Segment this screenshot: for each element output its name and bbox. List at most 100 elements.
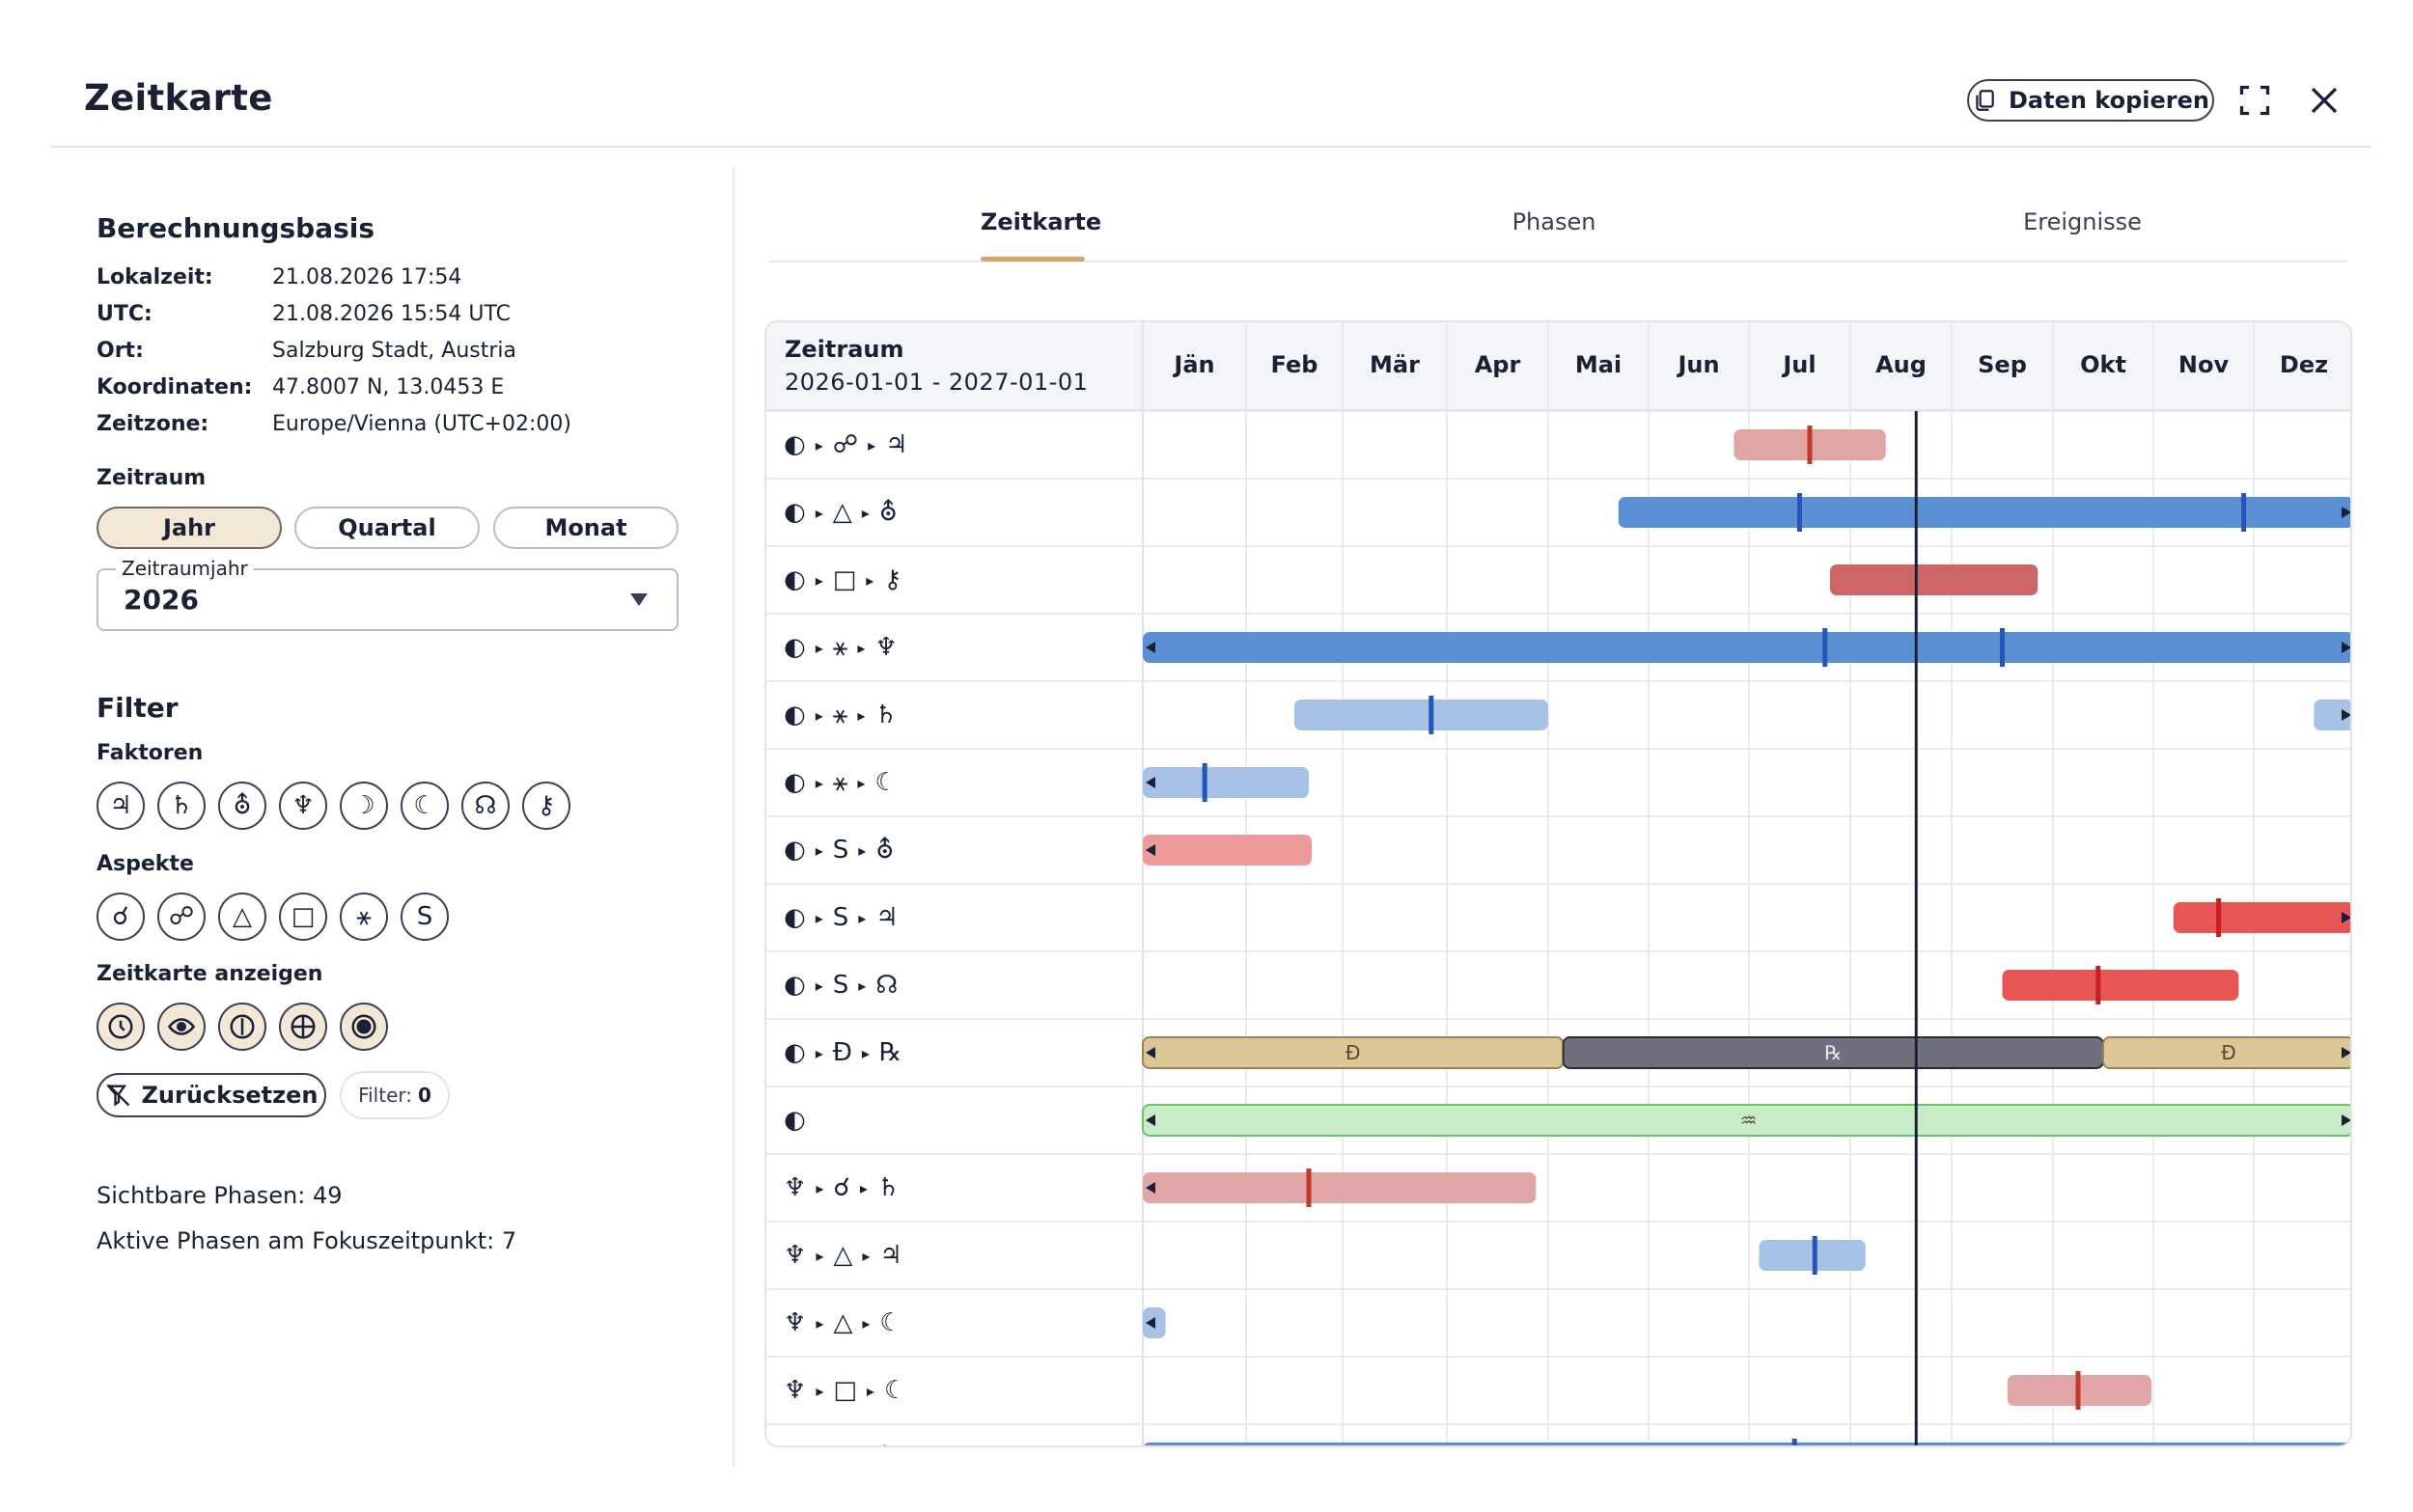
- row-label: ◐ ▸ ⚹ ▸ ☾: [784, 763, 898, 802]
- exact-aspect-marker: [1807, 426, 1813, 464]
- phase-bar-label: Ɖ: [1345, 1041, 1361, 1064]
- faktor-toggle[interactable]: ♆: [279, 782, 327, 830]
- basis-row: Ort: Salzburg Stadt, Austria: [97, 339, 516, 368]
- row-symbol: △: [832, 498, 852, 527]
- zeitraumjahr-select[interactable]: Zeitraumjahr 2026: [97, 557, 679, 631]
- phase-bar: [1143, 767, 1309, 798]
- aspekt-toggle[interactable]: ☌: [97, 893, 145, 941]
- row-label: ♆▸⚹▸⛢: [784, 1439, 894, 1446]
- row-symbol: ◐: [784, 565, 806, 594]
- phase-bar: [2102, 1036, 2350, 1069]
- phase-bar: [1759, 1240, 1866, 1271]
- target-icon[interactable]: [340, 1003, 388, 1051]
- aspekt-toggle[interactable]: ⚹: [340, 893, 388, 941]
- arrow-right-icon: ▸: [815, 435, 823, 454]
- info-icon[interactable]: [218, 1003, 266, 1051]
- phase-bar: [2002, 970, 2239, 1001]
- phase-bar-label: ℞: [1824, 1041, 1842, 1064]
- arrow-left-icon: [1146, 1317, 1155, 1329]
- exact-aspect-marker: [1791, 1439, 1797, 1445]
- arrow-right-icon: ▸: [866, 570, 874, 590]
- tab-phasen[interactable]: Phasen: [1512, 208, 1596, 235]
- faktor-toggle[interactable]: ☾: [401, 782, 449, 830]
- zeitraumjahr-value: 2026: [124, 584, 199, 616]
- row-symbol: ☾: [874, 768, 898, 797]
- expand-icon[interactable]: [2237, 83, 2272, 118]
- tab-ereignisse[interactable]: Ereignisse: [2023, 208, 2142, 235]
- faktor-toggle[interactable]: ♃: [97, 782, 145, 830]
- basis-row-label: Ort:: [97, 339, 144, 363]
- month-label: Aug: [1875, 351, 1927, 378]
- exact-aspect-marker: [2095, 966, 2101, 1004]
- chart-header: Zeitraum 2026-01-01 - 2027-01-01 Jän Feb M…: [766, 322, 2350, 411]
- phase-bar: [2314, 700, 2350, 730]
- copy-data-button[interactable]: Daten kopieren: [1967, 79, 2214, 122]
- row-symbol: ♃: [879, 1241, 902, 1270]
- clock-icon[interactable]: [97, 1003, 145, 1051]
- page-title: Zeitkarte: [84, 77, 273, 119]
- reset-button[interactable]: Zurücksetzen: [97, 1073, 326, 1117]
- zeitraum-monat-button[interactable]: Monat: [493, 507, 679, 549]
- month-label: Jän: [1174, 351, 1215, 378]
- arrow-right-icon: ▸: [816, 1381, 824, 1400]
- basis-row: Koordinaten: 47.8007 N, 13.0453 E: [97, 375, 504, 404]
- basis-title: Berechnungsbasis: [97, 212, 375, 244]
- zeitraum-jahr-button[interactable]: Jahr: [97, 507, 282, 549]
- arrow-right-icon: ▸: [866, 1381, 874, 1400]
- arrow-right-icon: ▸: [859, 1178, 868, 1197]
- faktor-toggle[interactable]: ⛢: [218, 782, 266, 830]
- row-symbol: ◐: [784, 1038, 806, 1067]
- row-symbol: ⛢: [875, 1443, 894, 1445]
- basis-row: Lokalzeit: 21.08.2026 17:54: [97, 265, 461, 294]
- row-symbol: ♃: [875, 903, 899, 932]
- row-symbol: ☊: [875, 971, 899, 1000]
- row-symbol: ◐: [784, 498, 806, 527]
- filter-badge-label: Filter:: [358, 1084, 412, 1107]
- active-tab-indicator: [981, 257, 1085, 261]
- reset-label: Zurücksetzen: [141, 1082, 319, 1109]
- copy-data-label: Daten kopieren: [2009, 87, 2209, 114]
- row-symbol: ☾: [879, 1308, 902, 1337]
- row-label: ◐ ▸ △ ▸ ⛢: [784, 493, 898, 532]
- exact-aspect-marker: [2000, 628, 2005, 667]
- zeitraum-quartal-button[interactable]: Quartal: [294, 507, 480, 549]
- tab-zeitkarte[interactable]: Zeitkarte: [981, 208, 1102, 235]
- period-range: 2026-01-01 - 2027-01-01: [785, 369, 1089, 396]
- aspekt-toggle[interactable]: □: [279, 893, 327, 941]
- arrow-right-icon: ▸: [862, 1313, 871, 1333]
- phase-bar-label: ♒: [1740, 1109, 1758, 1132]
- exact-aspect-marker: [1428, 696, 1434, 734]
- arrow-left-icon: [1146, 642, 1155, 653]
- filter-off-icon: [105, 1084, 129, 1107]
- aspekt-toggle[interactable]: ☍: [157, 893, 206, 941]
- filter-title: Filter: [97, 692, 179, 724]
- row-symbol: ☾: [883, 1376, 907, 1405]
- basis-row-value: Europe/Vienna (UTC+02:00): [272, 412, 571, 436]
- caret-down-icon: [630, 593, 648, 606]
- arrow-right-icon: [2342, 642, 2350, 653]
- arrow-right-icon: ▸: [858, 976, 867, 995]
- faktor-toggle[interactable]: ☽: [340, 782, 388, 830]
- row-symbol: △: [833, 1308, 853, 1337]
- visible-phases-stat: Sichtbare Phasen: 49: [97, 1182, 343, 1209]
- aspekt-toggle[interactable]: △: [218, 893, 266, 941]
- aspekte-title: Aspekte: [97, 852, 194, 876]
- crosshair-icon[interactable]: [279, 1003, 327, 1051]
- arrow-right-icon: ▸: [815, 705, 823, 725]
- row-symbol: □: [833, 1376, 857, 1405]
- row-label: ◐ ▸ S ▸ ♃: [784, 898, 899, 937]
- faktor-toggle[interactable]: ☊: [461, 782, 510, 830]
- row-symbol: ♆: [874, 633, 898, 662]
- faktor-toggle[interactable]: ♄: [157, 782, 206, 830]
- month-label: Mär: [1370, 351, 1420, 378]
- faktoren-title: Faktoren: [97, 741, 204, 765]
- row-symbol: ◐: [784, 701, 806, 729]
- row-symbol: ℞: [878, 1038, 902, 1067]
- close-icon[interactable]: [2307, 83, 2342, 118]
- eye-icon[interactable]: [157, 1003, 206, 1051]
- aspekt-toggle[interactable]: S: [401, 893, 449, 941]
- month-label: Sep: [1978, 351, 2027, 378]
- phase-bar: [1143, 632, 2350, 663]
- arrow-right-icon: ▸: [858, 908, 867, 927]
- faktor-toggle[interactable]: ⚷: [522, 782, 570, 830]
